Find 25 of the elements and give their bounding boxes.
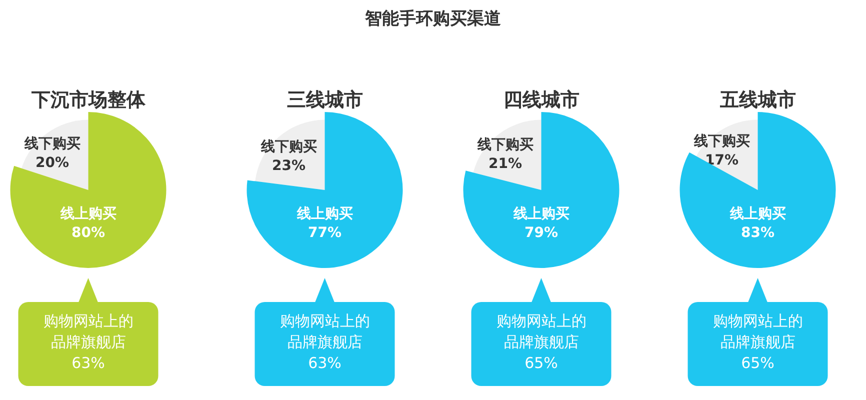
slice-label: 线上购买 — [512, 206, 570, 222]
text: 购物网站上的品牌旗舰店 65% — [496, 312, 586, 372]
slice-label: 线上购买 — [296, 206, 353, 222]
data-label: 21% — [488, 156, 522, 172]
text: 购物网站上的品牌旗舰店 63% — [43, 312, 134, 372]
data-label: 80% — [71, 225, 106, 241]
chart-title: 下沉市场整体 — [30, 89, 146, 111]
data-label: 77% — [308, 225, 342, 241]
text: 购物网站上的品牌旗舰店 65% — [712, 312, 803, 372]
data-label: 20% — [35, 155, 70, 172]
chart-title: 五线城市 — [718, 89, 796, 111]
data-label: 23% — [272, 158, 306, 174]
text: 智能手环购买渠道 — [364, 9, 501, 29]
slice-label: 线下购买 — [476, 137, 534, 154]
slice-label: 线上购买 — [59, 206, 116, 222]
data-label: 83% — [740, 225, 775, 241]
slice-label: 线下购买 — [23, 136, 80, 152]
slice-label: 线下购买 — [260, 138, 317, 155]
slice-label: 线下购买 — [692, 134, 750, 150]
data-label: 17% — [704, 152, 739, 169]
slice-label: 线上购买 — [728, 206, 786, 222]
data-label: 79% — [524, 225, 558, 241]
chart-title: 三线城市 — [286, 89, 363, 111]
text: 购物网站上的品牌旗舰店 63% — [280, 312, 370, 372]
chart-title: 四线城市 — [503, 89, 580, 111]
